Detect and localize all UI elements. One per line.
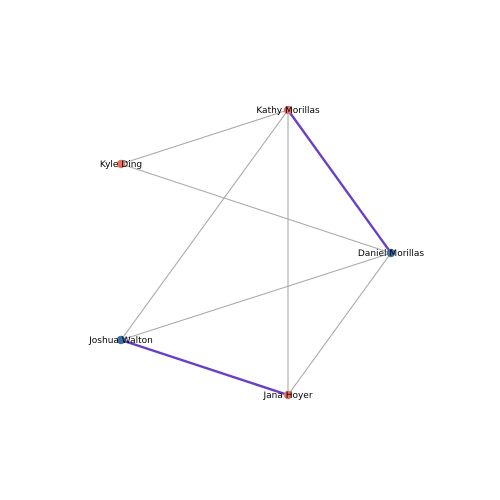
node-joshua	[116, 335, 126, 345]
node-label-joshua: Joshua Walton	[88, 336, 153, 346]
node-label-kathy: Kathy Morillas	[256, 106, 320, 116]
edge-daniel-joshua	[120, 252, 392, 341]
nodes-layer	[116, 105, 396, 400]
edge-kathy-joshua	[120, 109, 289, 341]
node-label-kyle: Kyle Ding	[100, 160, 142, 170]
edge-daniel-jana	[287, 252, 392, 396]
node-kathy	[283, 105, 293, 115]
node-label-jana: Jana Hoyer	[262, 391, 312, 401]
node-kyle	[116, 159, 126, 169]
labels-layer: Kathy Morillas Kyle Ding Daniel Morillas Jo…	[88, 106, 424, 401]
edge-joshua-jana	[119, 338, 290, 397]
node-label-daniel: Daniel Morillas	[358, 249, 425, 259]
edge-kathy-daniel	[286, 108, 393, 255]
edges-layer	[119, 108, 393, 397]
node-jana	[283, 390, 293, 400]
edge-kyle-daniel	[120, 163, 392, 254]
edge-kathy-kyle	[120, 109, 289, 165]
node-daniel	[386, 248, 396, 258]
